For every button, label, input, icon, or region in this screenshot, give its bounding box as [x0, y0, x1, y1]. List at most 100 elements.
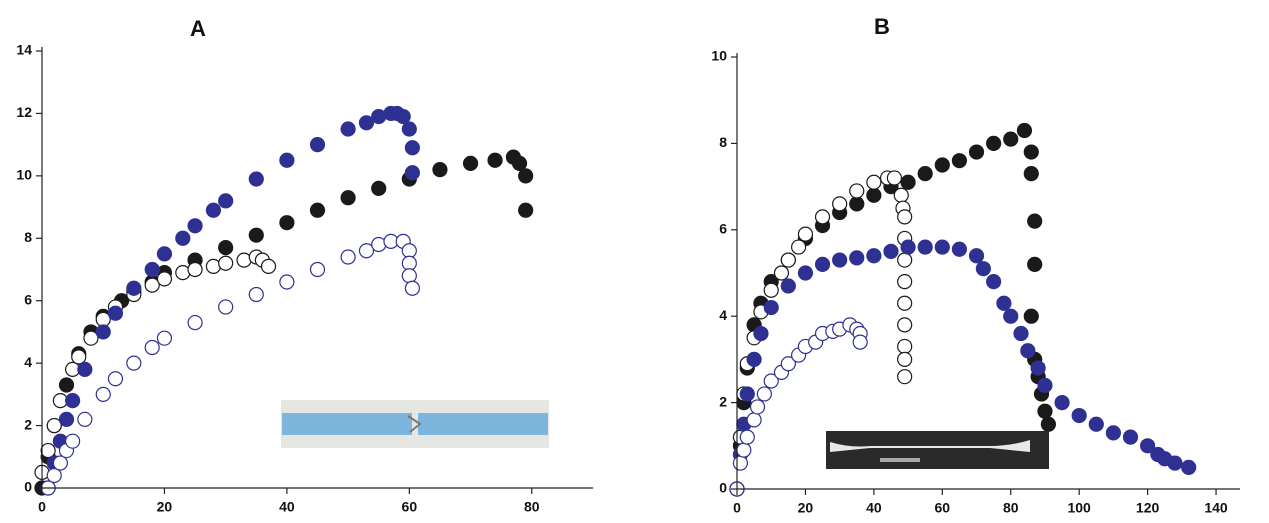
data-point — [897, 209, 913, 225]
data-point — [144, 277, 160, 293]
data-point — [832, 196, 848, 212]
data-point — [358, 243, 375, 259]
data-point — [58, 411, 75, 427]
y-tick-label: 8 — [24, 229, 32, 245]
data-point — [814, 256, 831, 272]
data-point — [797, 226, 814, 242]
data-point — [897, 317, 913, 333]
data-point — [1037, 403, 1053, 419]
data-point — [156, 271, 173, 287]
data-point — [986, 135, 1002, 151]
data-point — [462, 155, 479, 171]
data-point — [156, 330, 173, 346]
data-point — [52, 455, 68, 471]
data-point — [279, 274, 295, 290]
data-point — [248, 171, 264, 187]
data-point — [866, 187, 882, 203]
data-point — [893, 187, 909, 203]
data-point — [175, 230, 191, 246]
data-point — [1088, 416, 1104, 432]
data-point — [187, 218, 203, 234]
y-tick-label: 10 — [16, 167, 32, 183]
data-point — [897, 252, 913, 268]
data-point — [371, 180, 387, 196]
data-point — [866, 248, 882, 264]
data-point — [279, 152, 295, 168]
data-point — [739, 429, 755, 445]
data-point — [1105, 425, 1121, 441]
x-tick-label: 80 — [524, 499, 540, 515]
y-tick-label: 12 — [16, 104, 32, 120]
data-point — [358, 115, 375, 131]
data-point — [1054, 395, 1070, 411]
data-point — [746, 351, 762, 367]
y-tick-label: 8 — [719, 134, 727, 150]
data-point — [187, 261, 203, 278]
data-point — [58, 377, 75, 393]
data-point — [95, 386, 111, 402]
data-point — [814, 209, 831, 225]
data-point — [309, 261, 326, 278]
data-point — [144, 339, 160, 356]
data-point — [780, 252, 796, 268]
data-point — [951, 241, 968, 257]
data-point — [309, 202, 326, 218]
data-point — [218, 240, 234, 256]
data-point — [248, 227, 264, 243]
data-point — [753, 325, 769, 342]
data-point — [187, 314, 203, 331]
data-point — [1023, 144, 1039, 160]
data-point — [126, 280, 142, 296]
data-point — [968, 144, 985, 160]
data-point — [218, 299, 234, 315]
data-point — [401, 121, 417, 137]
data-point — [732, 455, 749, 471]
data-point — [849, 183, 865, 199]
data-point — [107, 305, 124, 321]
data-point — [1122, 429, 1139, 445]
data-point — [1023, 308, 1039, 324]
data-point — [951, 153, 968, 169]
data-point — [65, 393, 81, 409]
data-point — [404, 280, 420, 296]
data-point — [986, 274, 1002, 290]
y-tick-label: 0 — [719, 480, 727, 496]
data-point — [900, 174, 916, 190]
data-point — [404, 165, 420, 181]
data-point — [404, 140, 420, 156]
x-tick-label: 20 — [157, 499, 173, 515]
data-point — [518, 168, 534, 184]
data-point — [156, 246, 173, 262]
data-point — [1167, 455, 1183, 471]
data-point — [1003, 308, 1019, 324]
data-point — [917, 166, 933, 182]
data-point — [900, 239, 916, 255]
data-point — [763, 299, 779, 316]
data-point — [746, 412, 762, 428]
data-point — [763, 373, 779, 389]
data-point — [897, 351, 913, 367]
data-point — [1027, 213, 1043, 229]
data-point — [279, 215, 295, 231]
data-point — [107, 371, 124, 387]
data-point — [309, 137, 326, 153]
data-point — [1013, 325, 1029, 342]
data-point — [1027, 256, 1043, 272]
data-point — [1071, 407, 1087, 424]
data-point — [934, 157, 950, 173]
x-tick-label: 140 — [1204, 500, 1228, 516]
data-point — [934, 239, 950, 255]
data-point — [1023, 166, 1039, 182]
data-point — [975, 261, 991, 277]
data-point — [897, 274, 913, 290]
data-point — [205, 202, 222, 218]
y-tick-label: 2 — [24, 416, 32, 432]
data-point — [780, 356, 796, 372]
x-tick-label: 0 — [38, 499, 46, 515]
data-point — [739, 386, 755, 402]
x-tick-label: 120 — [1136, 500, 1160, 516]
panel-title: B — [874, 14, 890, 39]
data-point — [883, 243, 899, 259]
data-point — [780, 278, 796, 294]
data-point — [790, 239, 807, 255]
